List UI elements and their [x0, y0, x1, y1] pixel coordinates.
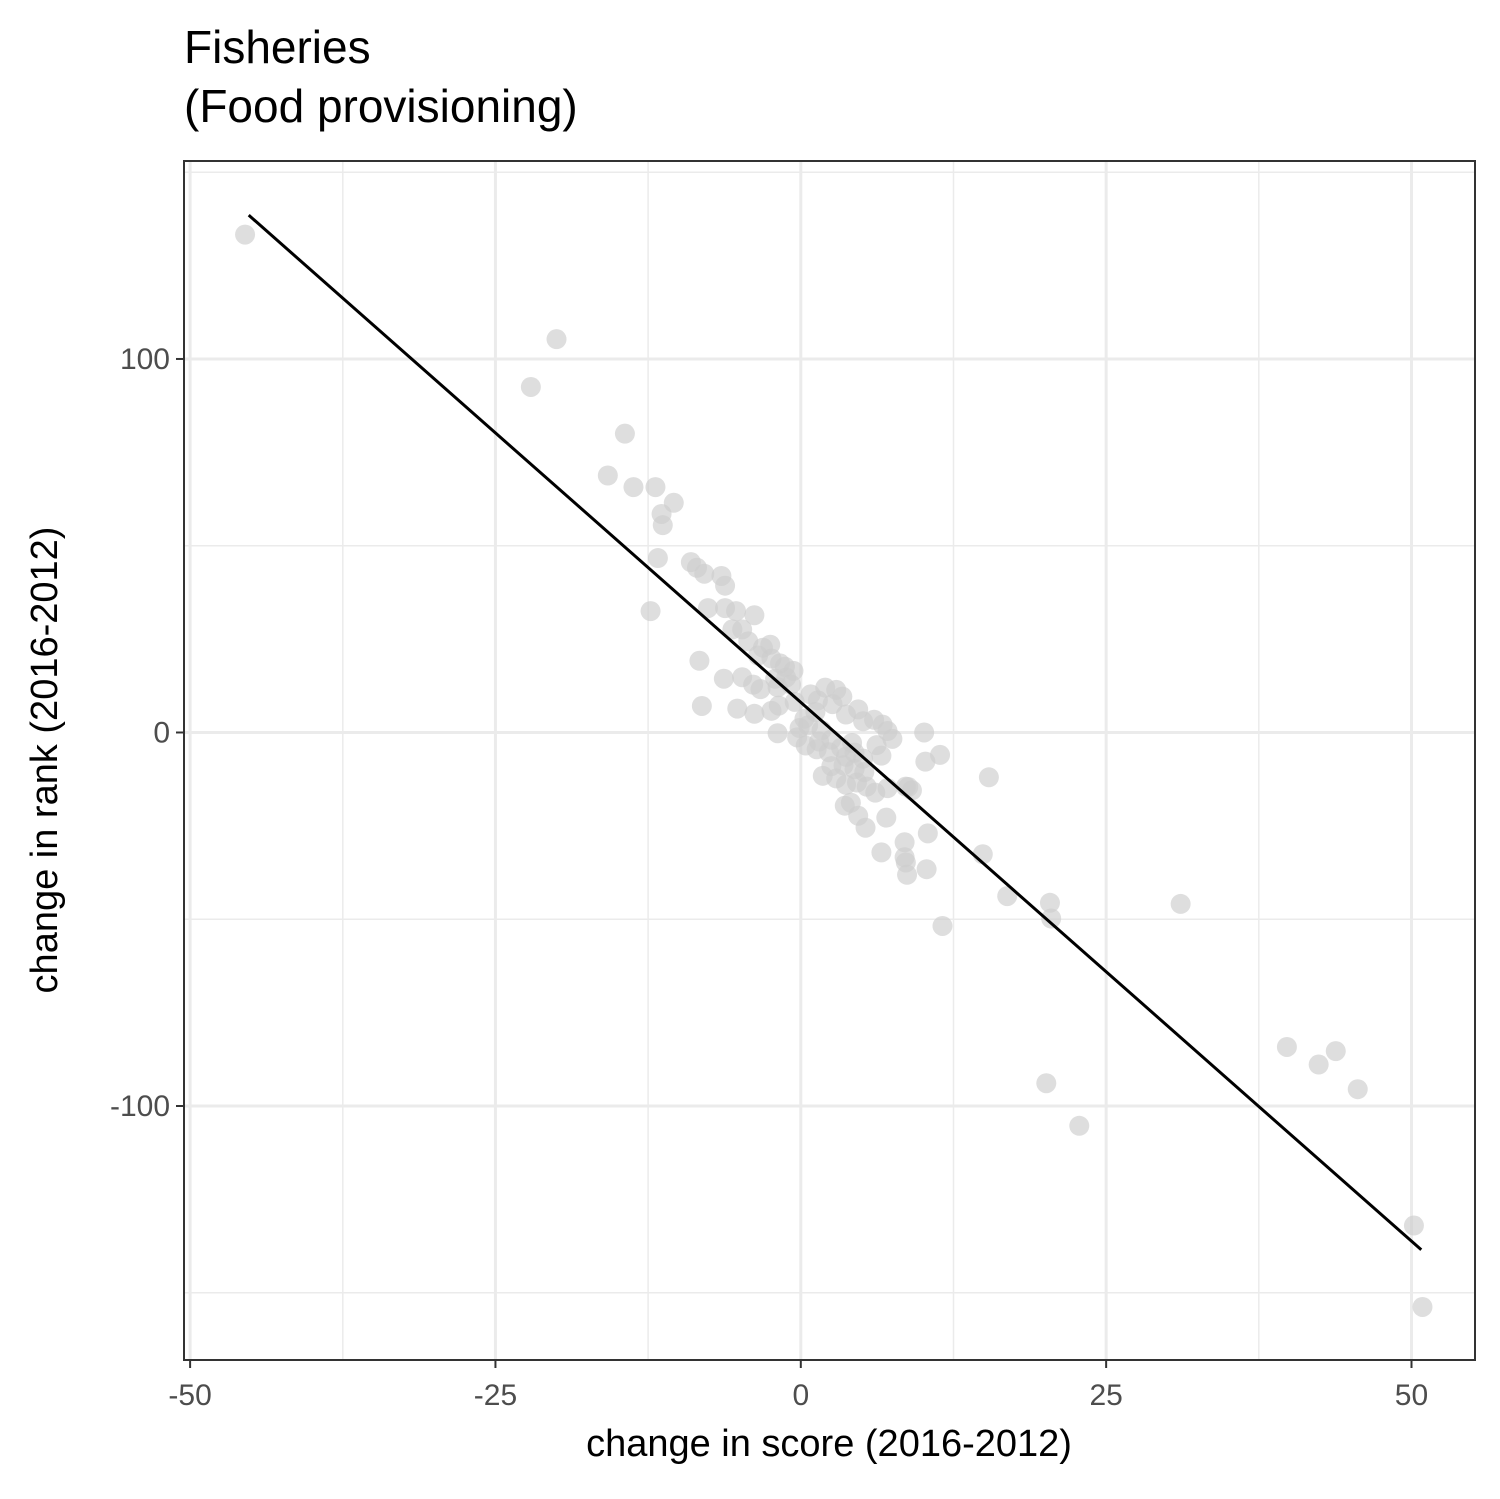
data-point	[978, 767, 999, 788]
x-tick-label: -25	[474, 1379, 517, 1412]
data-point	[877, 778, 898, 799]
data-point	[640, 601, 661, 622]
data-point	[697, 598, 718, 619]
x-tick-label: 25	[1089, 1379, 1122, 1412]
data-point	[1036, 1073, 1057, 1094]
data-point	[871, 842, 892, 863]
data-point	[855, 817, 876, 838]
data-point	[1276, 1036, 1297, 1057]
data-point	[784, 691, 805, 712]
y-axis: 100 0 -100	[110, 343, 184, 1123]
data-point	[894, 832, 915, 853]
data-point	[1308, 1054, 1329, 1075]
plot-border	[183, 160, 1476, 1361]
data-point	[546, 329, 567, 350]
data-point	[744, 605, 765, 626]
data-point	[713, 668, 734, 689]
data-point	[781, 674, 802, 695]
data-point	[1039, 892, 1060, 913]
y-axis-title: change in rank (2016-2012)	[24, 527, 66, 994]
data-point	[917, 823, 938, 844]
data-point	[1403, 1215, 1424, 1236]
data-point	[744, 703, 765, 724]
data-point	[767, 723, 788, 744]
data-point	[871, 745, 892, 766]
data-point	[882, 728, 903, 749]
data-point	[835, 704, 856, 725]
data-point	[822, 694, 843, 715]
x-axis-title: change in score (2016-2012)	[586, 1423, 1072, 1465]
data-point	[597, 465, 618, 486]
data-points	[235, 224, 1433, 1317]
data-point	[694, 563, 715, 584]
x-tick-label: -50	[168, 1379, 211, 1412]
data-point	[727, 698, 748, 719]
data-point	[750, 679, 771, 700]
data-point	[916, 859, 937, 880]
y-tick-label: 100	[120, 343, 170, 376]
chart-title-line2: (Food provisioning)	[184, 80, 578, 132]
data-point	[645, 477, 666, 498]
data-point	[914, 722, 935, 743]
data-point	[932, 915, 953, 936]
data-point	[915, 751, 936, 772]
x-tick-label: 0	[792, 1379, 809, 1412]
data-point	[614, 423, 635, 444]
data-point	[768, 695, 789, 716]
data-point	[235, 224, 256, 245]
x-axis: -50 -25 0 25 50	[168, 1360, 1428, 1412]
data-point	[1041, 908, 1062, 929]
data-point	[1170, 893, 1191, 914]
fit-line-group	[247, 214, 1423, 1251]
data-point	[901, 780, 922, 801]
data-point	[897, 864, 918, 885]
data-point	[691, 695, 712, 716]
y-tick-label: 0	[153, 716, 170, 749]
data-point	[715, 575, 736, 596]
x-tick-label: 50	[1395, 1379, 1428, 1412]
data-point	[997, 886, 1018, 907]
data-point	[520, 376, 541, 397]
data-point	[689, 650, 710, 671]
data-point	[726, 601, 747, 622]
data-point	[1347, 1079, 1368, 1100]
fit-line	[247, 214, 1423, 1251]
data-point	[1069, 1115, 1090, 1136]
y-tick-label: -100	[110, 1090, 170, 1123]
data-point	[623, 477, 644, 498]
data-point	[647, 548, 668, 569]
data-point	[876, 807, 897, 828]
chart-title-line1: Fisheries	[184, 21, 371, 73]
data-point	[1325, 1041, 1346, 1062]
data-point	[1412, 1296, 1433, 1317]
data-point	[652, 515, 673, 536]
